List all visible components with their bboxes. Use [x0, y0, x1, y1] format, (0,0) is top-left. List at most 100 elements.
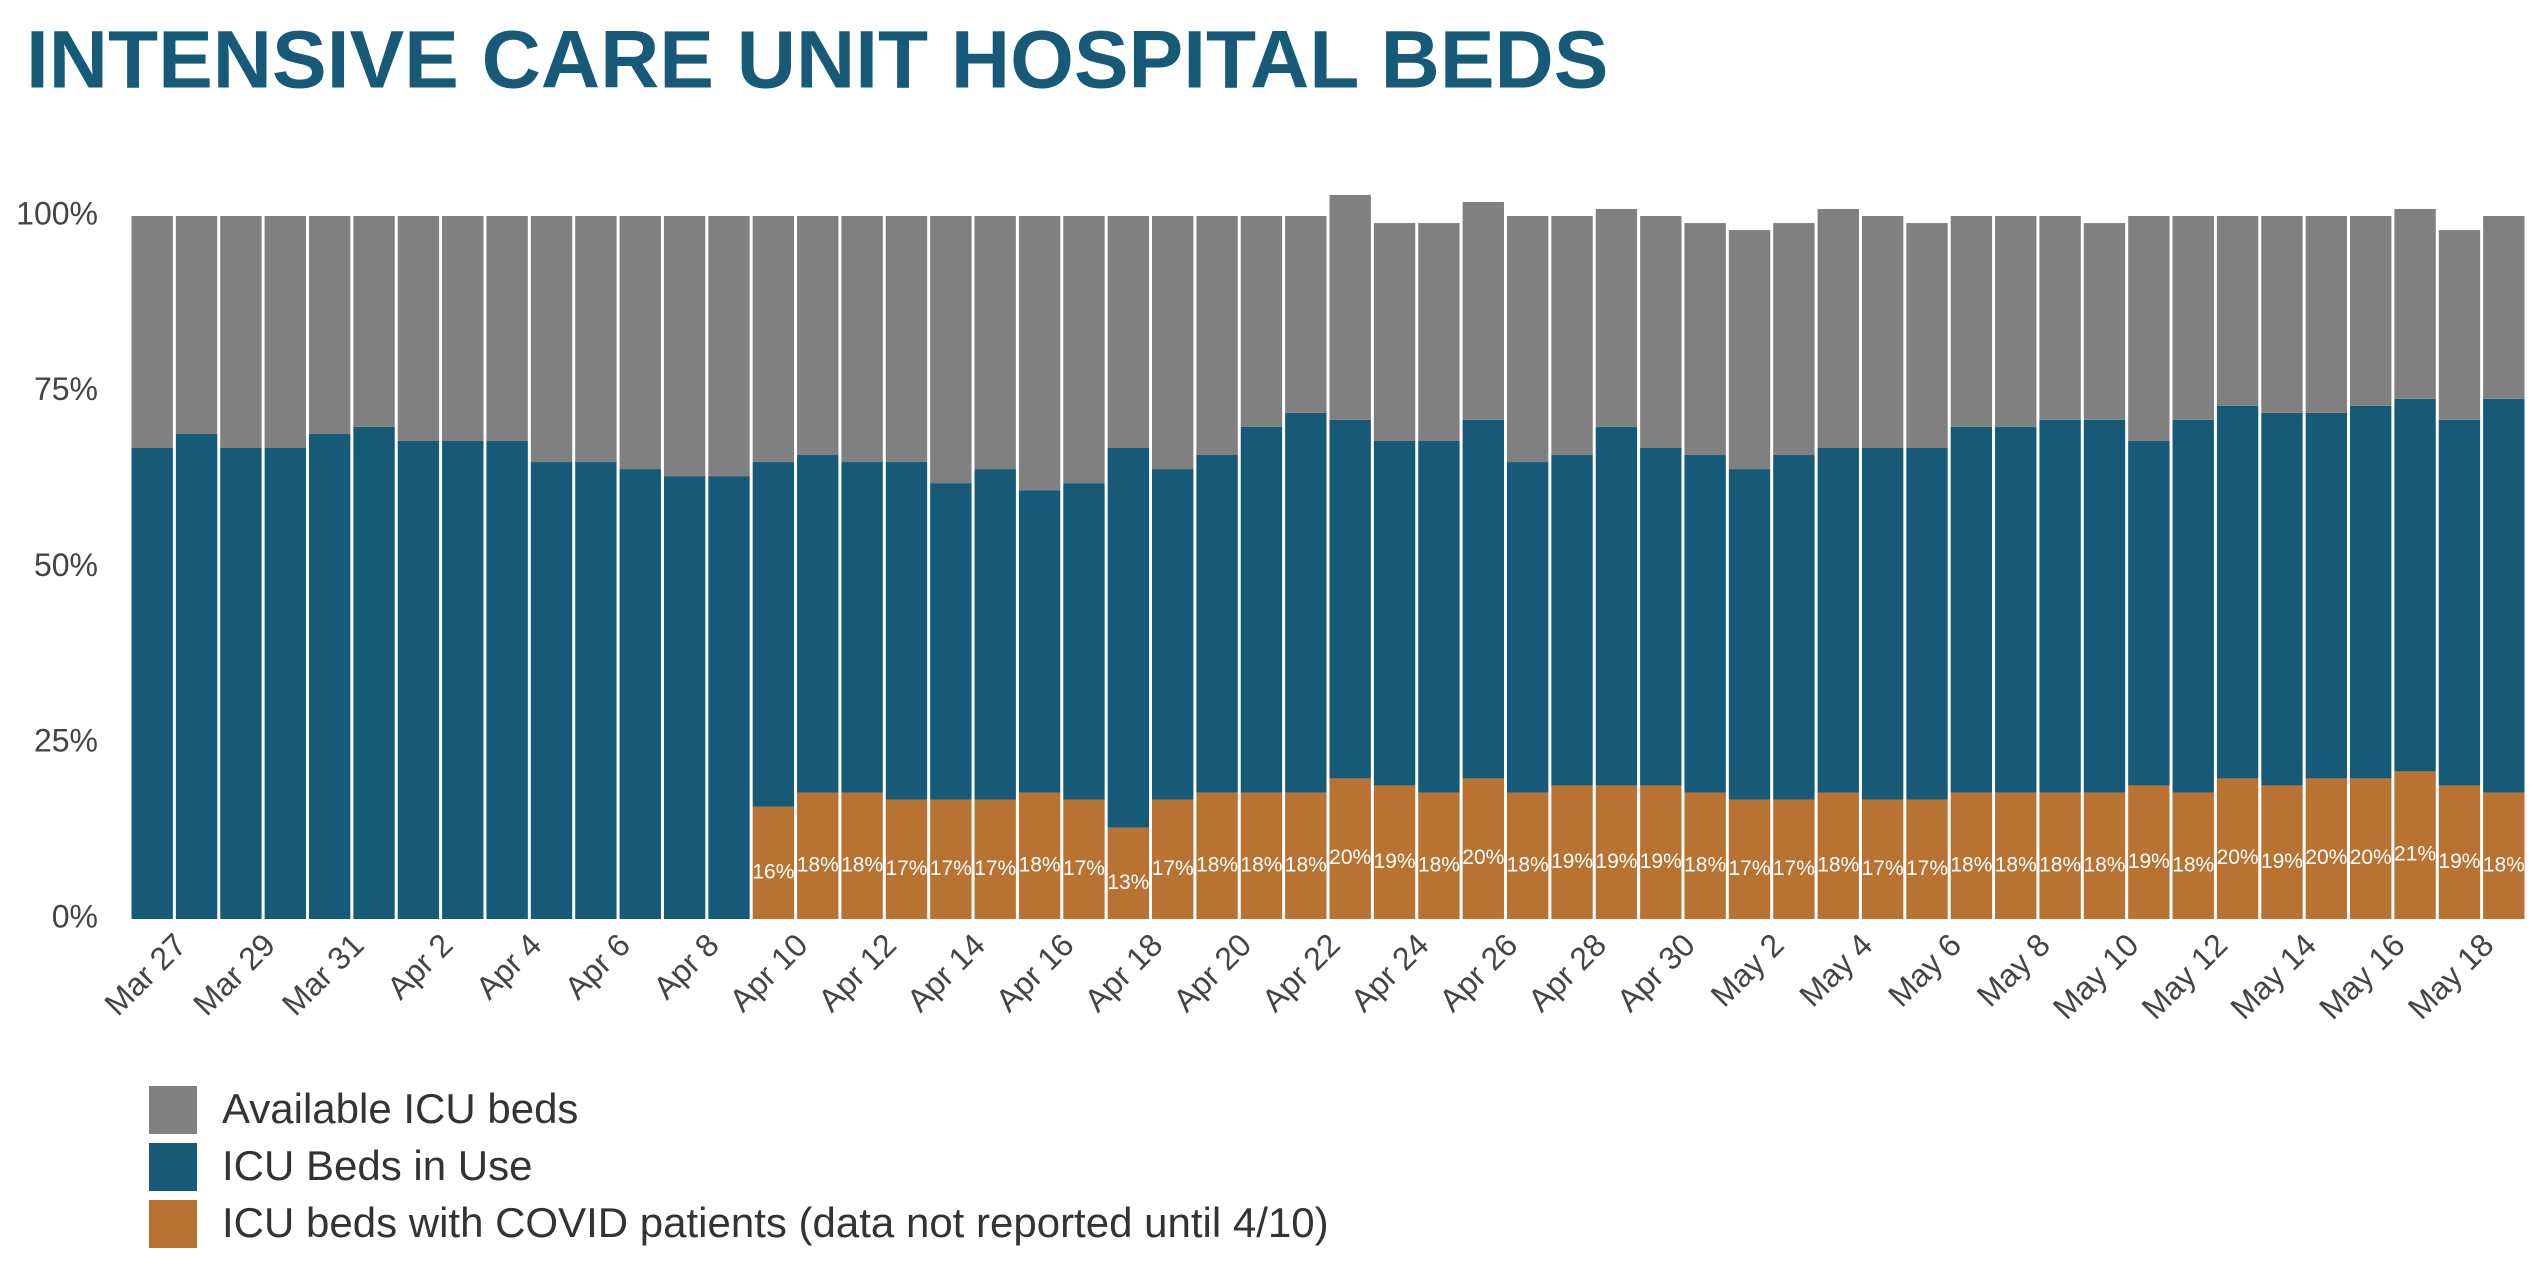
bar-segment [1551, 455, 1593, 786]
bar-segment [2305, 778, 2348, 919]
bar-segment [308, 216, 351, 434]
x-tick-label: Mar 27 [97, 926, 193, 1022]
bar-segment [1595, 785, 1638, 919]
data-label: 19% [1595, 850, 1637, 873]
data-label: 13% [1107, 871, 1149, 894]
bar-segment [1950, 792, 1993, 919]
x-tick-label: Apr 16 [989, 926, 1081, 1018]
data-label: 18% [1285, 853, 1327, 876]
bar-segment [575, 216, 617, 463]
x-tick-label: Apr 10 [722, 926, 814, 1018]
x-tick-label: Apr 14 [900, 926, 992, 1018]
bar-segment [663, 476, 706, 919]
x-tick-label: Apr 22 [1255, 926, 1347, 1018]
bar-segment [2394, 398, 2436, 772]
bar-segment [2039, 216, 2081, 420]
bar-segment [2394, 771, 2436, 919]
legend-label: Available ICU beds [222, 1085, 578, 1132]
bar-segment [1152, 469, 1194, 800]
bar-segment [2350, 216, 2392, 406]
data-label: 18% [1507, 853, 1549, 876]
bar-segment [397, 440, 440, 919]
data-label: 19% [1551, 850, 1593, 873]
data-label: 19% [2128, 850, 2170, 873]
bar-segment [1640, 216, 1682, 448]
bar-segment [1285, 792, 1327, 919]
data-label: 17% [974, 857, 1016, 880]
bar-segment [1418, 792, 1460, 919]
bar-segment [974, 216, 1016, 470]
bar-segment [1240, 792, 1283, 919]
data-label: 18% [1418, 853, 1460, 876]
bar-segment [1640, 447, 1682, 786]
bar-segment [885, 799, 928, 919]
bar-segment [353, 426, 395, 919]
bar-segment [885, 462, 928, 800]
bar-segment [1995, 426, 2037, 793]
bar-segment [2039, 419, 2081, 793]
x-tick-label: Apr 8 [646, 926, 726, 1006]
data-label: 18% [841, 853, 883, 876]
bar-segment [1817, 792, 1859, 919]
data-label: 18% [2172, 853, 2214, 876]
bar-segment [1462, 201, 1504, 420]
bar-segment [841, 216, 883, 463]
y-tick-label: 0% [52, 898, 98, 934]
data-label: 18% [1995, 853, 2037, 876]
bar-segment [2216, 216, 2259, 406]
data-label: 18% [2083, 853, 2125, 876]
bar-segment [1329, 419, 1371, 779]
bar-segment [2128, 216, 2170, 441]
bar-segment [1506, 792, 1549, 919]
bar-segment [1728, 799, 1771, 919]
bar-segment [575, 462, 617, 919]
bar-segment [1462, 778, 1504, 919]
bar-segment [131, 216, 173, 448]
bar-segment [2083, 223, 2126, 420]
data-label: 20% [2217, 846, 2259, 869]
bar-segment [2350, 405, 2392, 779]
bar-segment [752, 462, 795, 807]
bar-segment [530, 216, 573, 463]
data-label: 19% [1374, 850, 1416, 873]
x-tick-label: Apr 4 [469, 926, 549, 1006]
bar-segment [930, 799, 972, 919]
x-tick-label: Apr 26 [1432, 926, 1524, 1018]
x-tick-label: May 14 [2223, 926, 2323, 1026]
x-tick-label: May 12 [2135, 926, 2235, 1026]
bar-segment [2172, 792, 2214, 919]
data-label: 17% [930, 857, 972, 880]
data-label: 18% [1817, 853, 1859, 876]
x-tick-label: Apr 2 [380, 926, 460, 1006]
data-label: 17% [1906, 857, 1948, 880]
bar-segment [1152, 216, 1194, 470]
bar-segment [1107, 827, 1150, 919]
bar-segment [1462, 419, 1504, 779]
bar-segment [1595, 426, 1638, 786]
bar-segment [1817, 447, 1859, 793]
bar-segment [1373, 223, 1416, 441]
bar-segment [220, 216, 262, 448]
data-label: 19% [2438, 850, 2480, 873]
bar-segment [708, 476, 750, 919]
bar-segment [1506, 216, 1549, 463]
x-tick-label: May 4 [1792, 926, 1879, 1013]
bar-segment [930, 216, 972, 484]
legend-label: ICU beds with COVID patients (data not r… [222, 1199, 1329, 1246]
data-label: 18% [1950, 853, 1992, 876]
x-tick-label: May 8 [1970, 926, 2057, 1013]
x-tick-label: Apr 18 [1077, 926, 1169, 1018]
bar-segment [2438, 230, 2481, 420]
bar-segment [1063, 483, 1105, 800]
x-tick-label: Apr 20 [1166, 926, 1258, 1018]
data-label: 17% [1862, 857, 1904, 880]
x-tick-label: May 18 [2401, 926, 2501, 1026]
bar-segment [220, 447, 262, 919]
bar-segment [2083, 792, 2126, 919]
data-label: 18% [797, 853, 839, 876]
data-label: 18% [2483, 853, 2525, 876]
bar-segment [841, 462, 883, 793]
bar-segment [2172, 419, 2214, 793]
bar-segment [2128, 785, 2170, 919]
data-label: 17% [1152, 857, 1194, 880]
